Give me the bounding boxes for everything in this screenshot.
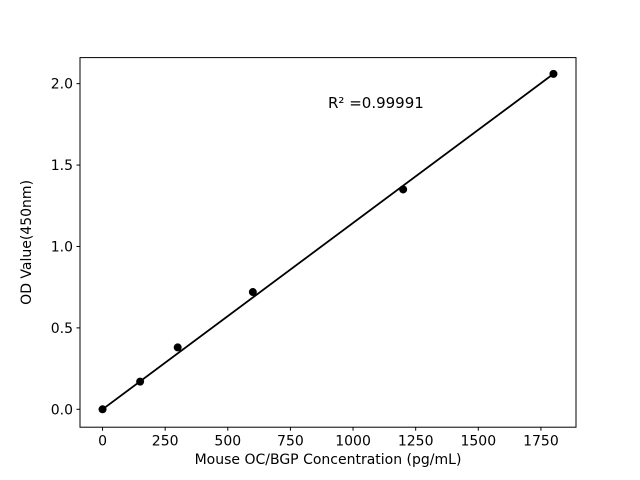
data-point [399,185,408,194]
x-tick-label: 1000 [335,434,371,450]
y-axis-label: OD Value(450nm) [19,180,35,305]
data-points [98,69,558,414]
y-tick-label: 0.5 [51,321,73,337]
plot-area-border [79,57,577,428]
x-axis-label: Mouse OC/BGP Concentration (pg/mL) [195,452,462,468]
data-point [98,405,107,414]
y-tick-label: 1.0 [51,239,73,255]
x-tick-label: 750 [277,434,304,450]
r-squared-annotation: R² =0.99991 [328,94,424,112]
x-tick-label: 0 [98,434,107,450]
y-axis-ticks: 0.0 0.5 1.0 1.5 2.0 [51,77,80,418]
x-tick-label: 1750 [523,434,559,450]
data-point [173,343,182,352]
regression-fit-line [102,73,554,411]
y-tick-label: 0.0 [51,402,73,418]
data-point [136,377,145,386]
x-tick-label: 500 [214,434,241,450]
x-axis-ticks: 0 250 500 750 1000 1250 1500 1750 [98,427,559,450]
x-tick-label: 1250 [398,434,434,450]
y-tick-label: 1.5 [51,158,73,174]
x-tick-label: 1500 [460,434,496,450]
x-tick-label: 250 [152,434,179,450]
data-point [549,69,558,78]
data-point [248,288,257,297]
y-tick-label: 2.0 [51,77,73,93]
